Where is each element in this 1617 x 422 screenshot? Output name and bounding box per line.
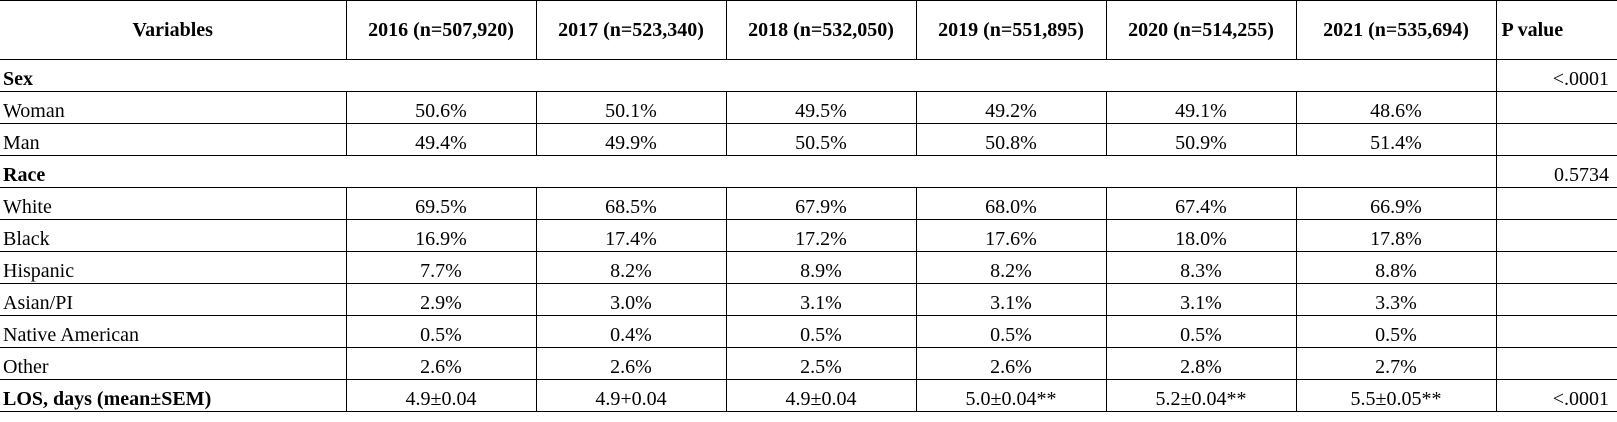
cell-2019: 5.0±0.04**: [915, 379, 1107, 412]
cell-2020: 67.4%: [1105, 187, 1297, 220]
row-label: Hispanic: [0, 251, 347, 284]
cell-2021: 5.5±0.05**: [1295, 379, 1497, 412]
cell-2016: 0.5%: [345, 315, 537, 348]
header-year-2016: 2016 (n=507,920): [345, 0, 537, 60]
table-row-white: White 69.5% 68.5% 67.9% 68.0% 67.4% 66.9…: [0, 187, 1617, 220]
cell-2019: 8.2%: [915, 251, 1107, 284]
row-label: Woman: [0, 91, 347, 124]
row-label: Man: [0, 123, 347, 156]
p-value-empty: [1495, 251, 1617, 284]
cell-2018: 49.5%: [725, 91, 917, 124]
cell-2020: 49.1%: [1105, 91, 1297, 124]
cell-2017: 0.4%: [535, 315, 727, 348]
p-value-empty: [1495, 219, 1617, 252]
p-value-los: <.0001: [1495, 379, 1617, 412]
table-row-man: Man 49.4% 49.9% 50.5% 50.8% 50.9% 51.4%: [0, 123, 1617, 156]
cell-2019: 49.2%: [915, 91, 1107, 124]
header-p-value: P value: [1495, 0, 1617, 60]
header-row: Variables 2016 (n=507,920) 2017 (n=523,3…: [0, 0, 1617, 60]
p-value-empty: [1495, 315, 1617, 348]
table-row-native-american: Native American 0.5% 0.4% 0.5% 0.5% 0.5%…: [0, 315, 1617, 348]
cell-2016: 2.6%: [345, 347, 537, 380]
cell-2020: 50.9%: [1105, 123, 1297, 156]
cell-2018: 4.9±0.04: [725, 379, 917, 412]
header-year-2021: 2021 (n=535,694): [1295, 0, 1497, 60]
cell-2016: 7.7%: [345, 251, 537, 284]
cell-2019: 17.6%: [915, 219, 1107, 252]
cell-2021: 3.3%: [1295, 283, 1497, 316]
row-label: Black: [0, 219, 347, 252]
p-value-race: 0.5734: [1495, 155, 1617, 188]
p-value-empty: [1495, 91, 1617, 124]
cell-2020: 18.0%: [1105, 219, 1297, 252]
p-value-empty: [1495, 123, 1617, 156]
header-year-2018: 2018 (n=532,050): [725, 0, 917, 60]
row-label: Other: [0, 347, 347, 380]
cell-2020: 5.2±0.04**: [1105, 379, 1297, 412]
cell-2020: 2.8%: [1105, 347, 1297, 380]
cell-2019: 2.6%: [915, 347, 1107, 380]
cell-2021: 48.6%: [1295, 91, 1497, 124]
p-value-empty: [1495, 283, 1617, 316]
section-row-sex: Sex <.0001: [0, 59, 1617, 92]
p-value-empty: [1495, 347, 1617, 380]
cell-2021: 8.8%: [1295, 251, 1497, 284]
cell-2020: 3.1%: [1105, 283, 1297, 316]
table-row-black: Black 16.9% 17.4% 17.2% 17.6% 18.0% 17.8…: [0, 219, 1617, 252]
table-row-los: LOS, days (mean±SEM) 4.9±0.04 4.9+0.04 4…: [0, 379, 1617, 412]
cell-2018: 2.5%: [725, 347, 917, 380]
table-row-asian-pi: Asian/PI 2.9% 3.0% 3.1% 3.1% 3.1% 3.3%: [0, 283, 1617, 316]
cell-2017: 50.1%: [535, 91, 727, 124]
p-value-empty: [1495, 187, 1617, 220]
row-label: White: [0, 187, 347, 220]
header-variables: Variables: [0, 0, 347, 60]
cell-2018: 17.2%: [725, 219, 917, 252]
header-year-2020: 2020 (n=514,255): [1105, 0, 1297, 60]
cell-2017: 3.0%: [535, 283, 727, 316]
header-year-2017: 2017 (n=523,340): [535, 0, 727, 60]
cell-2017: 17.4%: [535, 219, 727, 252]
cell-2017: 8.2%: [535, 251, 727, 284]
cell-2020: 0.5%: [1105, 315, 1297, 348]
cell-2016: 50.6%: [345, 91, 537, 124]
cell-2017: 4.9+0.04: [535, 379, 727, 412]
cell-2020: 8.3%: [1105, 251, 1297, 284]
cell-2019: 0.5%: [915, 315, 1107, 348]
cell-2017: 68.5%: [535, 187, 727, 220]
cell-2016: 69.5%: [345, 187, 537, 220]
cell-2016: 4.9±0.04: [345, 379, 537, 412]
cell-2018: 8.9%: [725, 251, 917, 284]
table-row-woman: Woman 50.6% 50.1% 49.5% 49.2% 49.1% 48.6…: [0, 91, 1617, 124]
table-row-other: Other 2.6% 2.6% 2.5% 2.6% 2.8% 2.7%: [0, 347, 1617, 380]
row-label: Native American: [0, 315, 347, 348]
header-year-2019: 2019 (n=551,895): [915, 0, 1107, 60]
cell-2017: 49.9%: [535, 123, 727, 156]
table-row-hispanic: Hispanic 7.7% 8.2% 8.9% 8.2% 8.3% 8.8%: [0, 251, 1617, 284]
cell-2016: 2.9%: [345, 283, 537, 316]
cell-2018: 3.1%: [725, 283, 917, 316]
section-label-sex: Sex: [0, 59, 1497, 92]
cell-2021: 0.5%: [1295, 315, 1497, 348]
section-label-race: Race: [0, 155, 1497, 188]
p-value-sex: <.0001: [1495, 59, 1617, 92]
cell-2021: 2.7%: [1295, 347, 1497, 380]
row-label: Asian/PI: [0, 283, 347, 316]
cell-2016: 49.4%: [345, 123, 537, 156]
demographics-table: Variables 2016 (n=507,920) 2017 (n=523,3…: [0, 0, 1617, 412]
cell-2018: 67.9%: [725, 187, 917, 220]
cell-2016: 16.9%: [345, 219, 537, 252]
cell-2021: 66.9%: [1295, 187, 1497, 220]
cell-2019: 50.8%: [915, 123, 1107, 156]
cell-2021: 51.4%: [1295, 123, 1497, 156]
cell-2019: 68.0%: [915, 187, 1107, 220]
cell-2021: 17.8%: [1295, 219, 1497, 252]
section-row-race: Race 0.5734: [0, 155, 1617, 188]
row-label-los: LOS, days (mean±SEM): [0, 379, 347, 412]
cell-2018: 0.5%: [725, 315, 917, 348]
cell-2019: 3.1%: [915, 283, 1107, 316]
cell-2017: 2.6%: [535, 347, 727, 380]
cell-2018: 50.5%: [725, 123, 917, 156]
